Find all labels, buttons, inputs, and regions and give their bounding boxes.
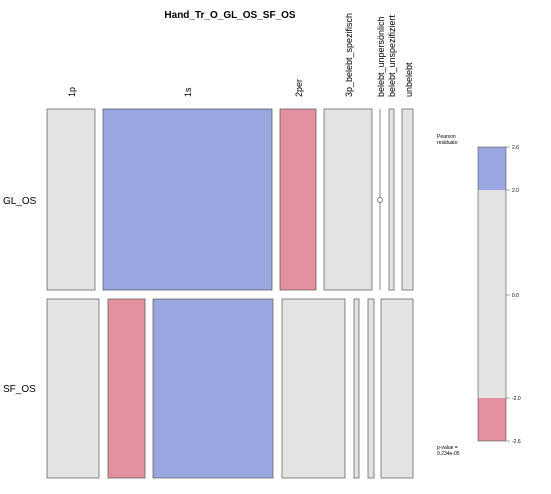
legend-tick-label: -2.0 xyxy=(512,396,521,402)
legend-tick-label: 0.0 xyxy=(512,293,519,299)
tile-sf-os-belebt-unspezifiziert xyxy=(367,298,375,479)
legend-band-positive xyxy=(478,147,506,190)
legend-tick-label: 2.6 xyxy=(512,145,519,151)
tile-sf-os-1s xyxy=(107,298,146,479)
legend-title-line2: residuals: xyxy=(437,140,458,146)
tile-sf-os-unbelebt xyxy=(380,298,414,479)
column-label-1s: 1s xyxy=(183,87,193,97)
tile-sf-os-3p-belebt-spezifisch xyxy=(281,298,346,479)
tile-sf-os-belebt-unpersoenlich xyxy=(353,298,360,479)
tile-gl-os-2per xyxy=(279,108,317,291)
row-label-gl-os: GL_OS xyxy=(3,196,37,207)
tile-gl-os-unbelebt xyxy=(401,108,414,291)
row-label-sf-os: SF_OS xyxy=(3,384,36,395)
column-label-2per: 2per xyxy=(294,79,304,97)
tile-gl-os-3p-belebt-spezifisch xyxy=(323,108,373,291)
legend-band-negative xyxy=(478,398,506,441)
chart-title: Hand_Tr_O_GL_OS_SF_OS xyxy=(164,10,295,21)
tile-sf-os-1p xyxy=(46,298,100,479)
column-label-3p-belebt-spezifisch: 3p_belebt_spezifisch xyxy=(344,13,354,97)
legend-title-line1: Pearson xyxy=(437,134,456,140)
tile-gl-os-1p xyxy=(46,108,96,291)
legend-frame xyxy=(477,146,507,442)
column-label-1p: 1p xyxy=(67,87,77,97)
p-value-value: 9.234e-05 xyxy=(437,451,460,457)
column-label-belebt-unpersoenlich: belebt_unpersönlich xyxy=(376,16,386,97)
tile-gl-os-1s xyxy=(102,108,273,291)
column-label-unbelebt: unbelebt xyxy=(404,62,414,97)
legend-tick-label: -2.6 xyxy=(512,439,521,445)
tile-gl-os-belebt-unspezifiziert xyxy=(388,108,395,291)
legend-band-neutral xyxy=(478,190,506,398)
tile-sf-os-2per xyxy=(152,298,274,479)
legend-tick-label: 2.0 xyxy=(512,188,519,194)
column-label-belebt-unspezifiziert: belebt_unspezifiziert xyxy=(387,14,397,97)
p-value-label: p-value = xyxy=(437,445,458,451)
tile-gl-os-belebt-unpersoenlich-marker xyxy=(377,197,383,203)
